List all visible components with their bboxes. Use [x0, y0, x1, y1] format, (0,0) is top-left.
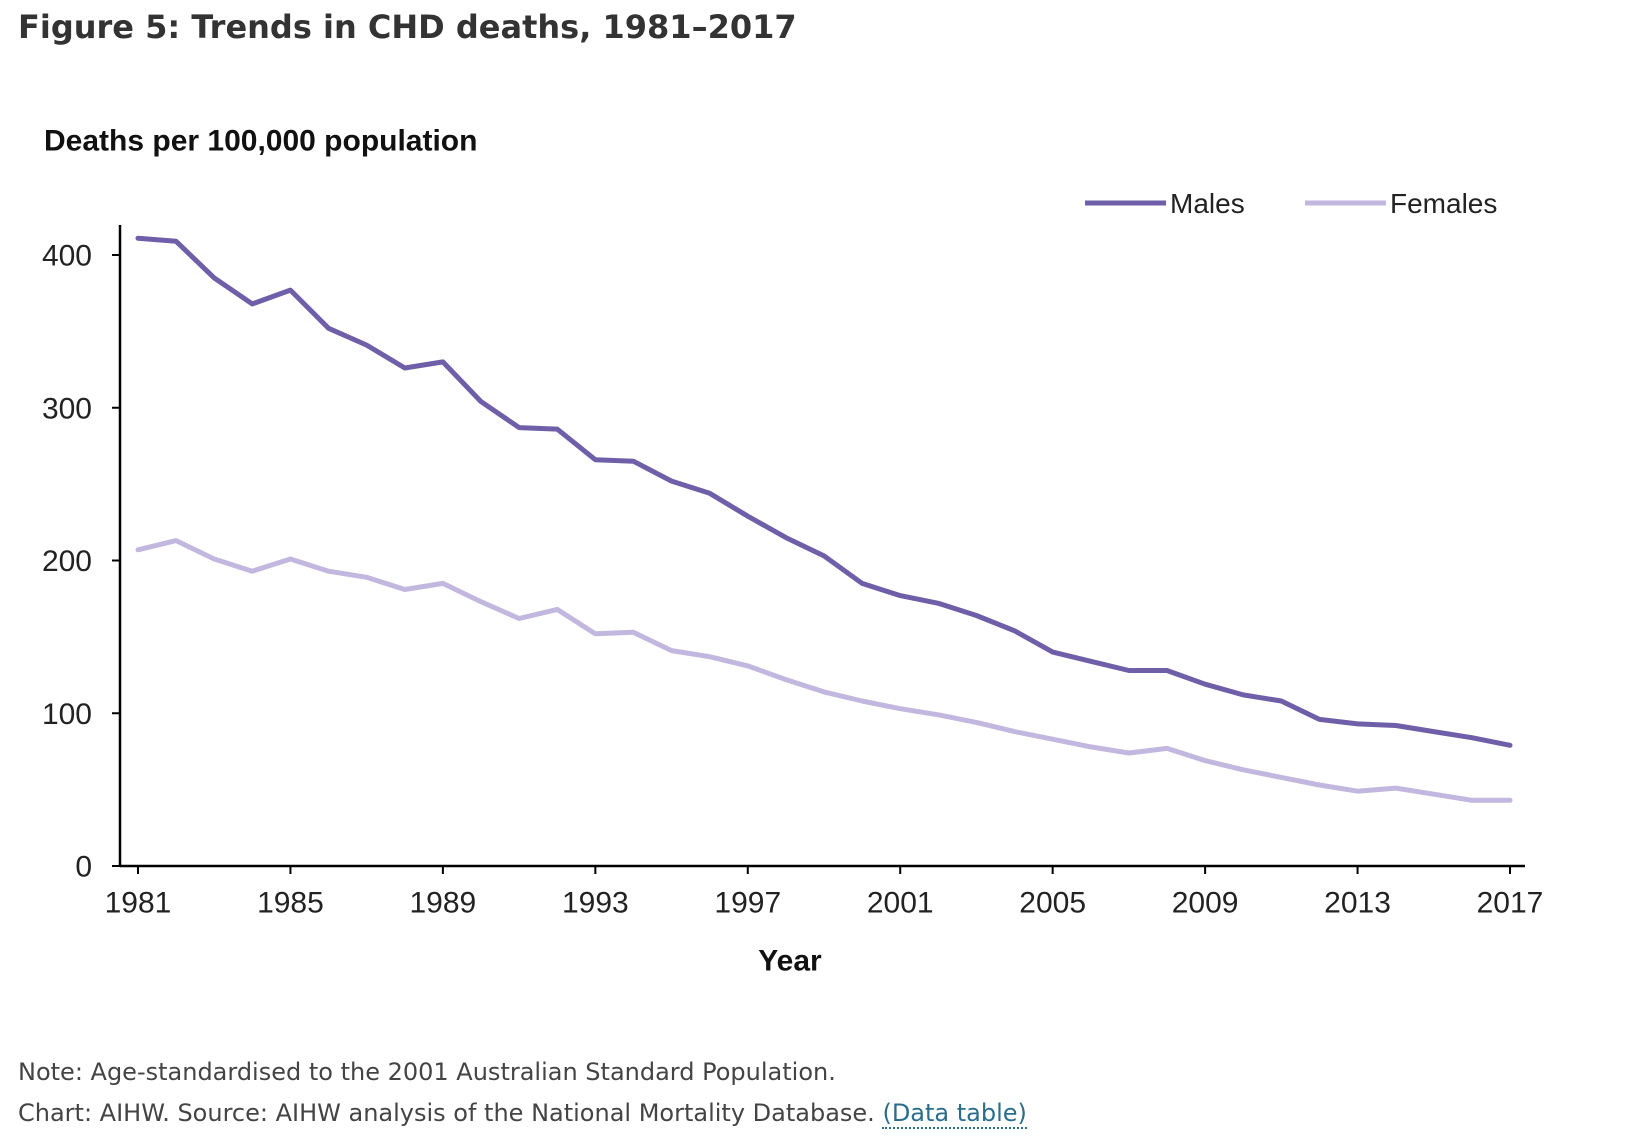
series-lines [135, 235, 1513, 803]
y-tick-label: 0 [75, 851, 92, 884]
y-axis-ticks: 0 100 200 300 400 [42, 240, 120, 884]
x-tick-label: 2005 [1019, 887, 1086, 920]
legend-label-females: Females [1390, 188, 1497, 219]
y-tick-label: 300 [42, 392, 92, 425]
y-tick-label: 100 [42, 698, 92, 731]
x-tick-label: 2009 [1172, 887, 1239, 920]
legend-label-males: Males [1170, 188, 1245, 219]
x-tick-label: 1993 [562, 887, 629, 920]
x-tick-label: 1981 [105, 887, 172, 920]
source-line: Chart: AIHW. Source: AIHW analysis of th… [18, 1093, 1027, 1134]
x-axis-label: Year [758, 945, 822, 978]
series-line-males [135, 235, 1513, 748]
x-tick-label: 1985 [257, 887, 324, 920]
legend: Males Females [1085, 188, 1497, 219]
y-tick-label: 400 [42, 240, 92, 273]
x-tick-label: 2017 [1477, 887, 1544, 920]
figure-title: Figure 5: Trends in CHD deaths, 1981–201… [18, 8, 797, 46]
figure-notes: Note: Age-standardised to the 2001 Austr… [18, 1052, 1027, 1134]
x-tick-label: 2013 [1324, 887, 1391, 920]
series-line-females [135, 538, 1513, 803]
x-tick-label: 1997 [714, 887, 781, 920]
y-axis-label: Deaths per 100,000 population [44, 125, 477, 158]
source-text: Chart: AIHW. Source: AIHW analysis of th… [18, 1099, 875, 1127]
data-table-link[interactable]: (Data table) [882, 1099, 1027, 1129]
x-axis-ticks: 1981 1985 1989 1993 1997 2001 2005 2009 2013 2017 [105, 866, 1544, 920]
x-tick-label: 2001 [867, 887, 934, 920]
x-tick-label: 1989 [410, 887, 477, 920]
note-text: Note: Age-standardised to the 2001 Austr… [18, 1058, 836, 1086]
y-tick-label: 200 [42, 545, 92, 578]
